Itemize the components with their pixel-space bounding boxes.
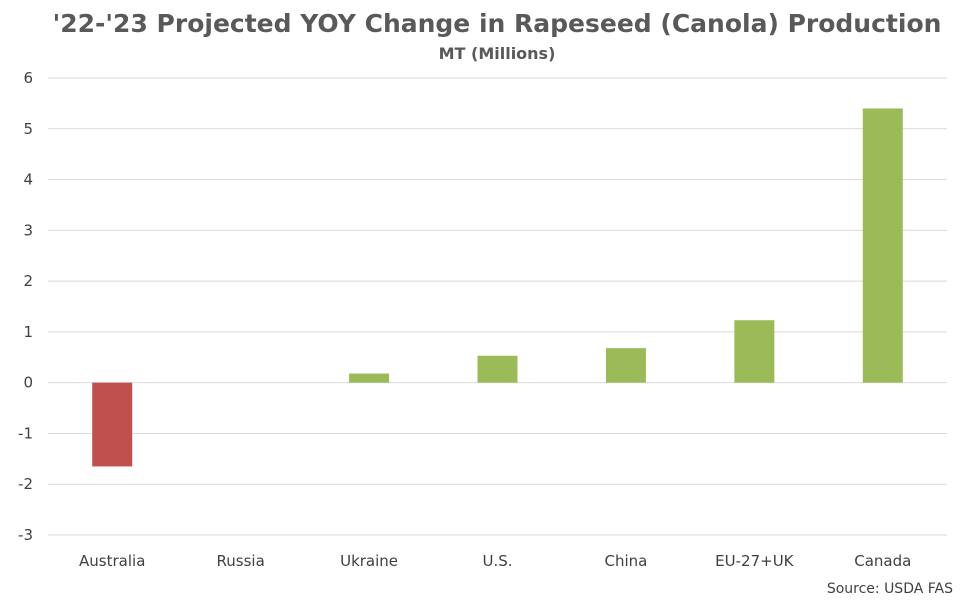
bar-australia	[92, 382, 133, 467]
y-tick-label: 5	[23, 120, 33, 138]
y-tick-label: 4	[23, 171, 33, 189]
y-tick-label: 3	[23, 221, 33, 239]
source-note: Source: USDA FAS	[827, 581, 953, 597]
y-tick-label: -3	[18, 526, 33, 544]
y-tick-label: 1	[23, 323, 33, 341]
x-tick-label: Australia	[79, 552, 145, 570]
bar-eu-27-uk	[734, 320, 775, 383]
y-tick-label: 6	[23, 69, 33, 87]
chart-subtitle: MT (Millions)	[439, 44, 556, 63]
x-tick-label: Ukraine	[340, 552, 398, 570]
x-tick-label: China	[604, 552, 647, 570]
bar-ukraine	[349, 373, 390, 383]
y-tick-label: -1	[18, 424, 33, 442]
x-axis-ticks: Australia Russia Ukraine U.S. China EU-27+UK C…	[79, 552, 911, 570]
x-tick-label: U.S.	[482, 552, 512, 570]
chart-title: '22-'23 Projected YOY Change in Rapeseed…	[53, 9, 942, 38]
y-axis-ticks: 6 5 4 3 2 1 0 -1 -2 -3	[18, 69, 33, 544]
bar-china	[605, 348, 646, 383]
bar-canada	[862, 108, 903, 383]
x-tick-label: Canada	[854, 552, 911, 570]
x-tick-label: Russia	[217, 552, 265, 570]
bar-u-s	[477, 355, 518, 383]
y-tick-label: 2	[23, 272, 33, 290]
x-tick-label: EU-27+UK	[715, 552, 795, 570]
y-tick-label: -2	[18, 475, 33, 493]
bars	[92, 108, 903, 467]
gridlines	[48, 77, 947, 536]
y-tick-label: 0	[23, 374, 33, 392]
